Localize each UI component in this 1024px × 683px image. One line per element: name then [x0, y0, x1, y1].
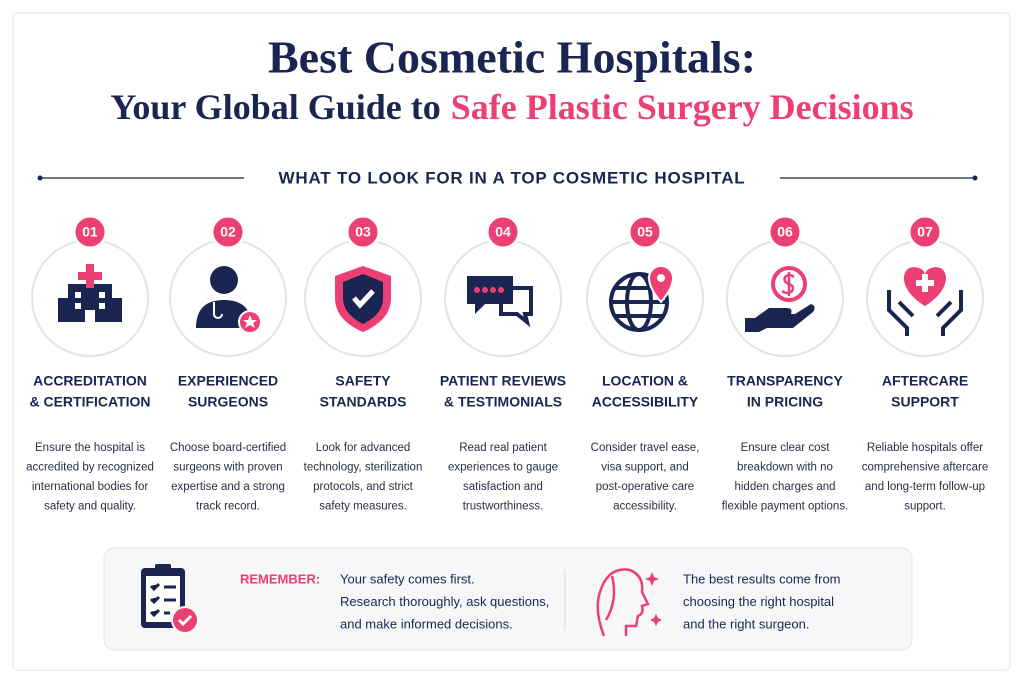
item-description: Ensure clear cost — [741, 442, 831, 454]
item-description: breakdown with no — [737, 462, 833, 474]
item-description: flexible payment options. — [722, 501, 849, 513]
item-description: comprehensive aftercare — [862, 462, 989, 474]
icon-ring — [586, 239, 704, 357]
number-badge — [627, 214, 663, 250]
closing-text: The best results come from — [683, 571, 841, 586]
item-number: 06 — [777, 224, 793, 240]
item-title: & CERTIFICATION — [29, 394, 150, 410]
item-description: accessibility. — [613, 501, 677, 513]
footer-text: Your safety comes first. Research thoroug… — [340, 571, 841, 631]
closing-text: and the right surgeon. — [683, 616, 809, 631]
item-description: and long-term follow-up — [865, 481, 985, 493]
number-badge — [907, 214, 943, 250]
item-description: Reliable hospitals offer — [867, 442, 983, 454]
item-description: technology, sterilization — [304, 462, 423, 474]
item-title: AFTERCARE — [882, 373, 968, 389]
item-number: 03 — [355, 224, 371, 240]
title-highlight: Safe Plastic Surgery Decisions — [451, 87, 914, 127]
item-description: Look for advanced — [316, 442, 411, 454]
number-badge — [345, 214, 381, 250]
item-title: SUPPORT — [891, 394, 959, 410]
item-title: SAFETY — [335, 373, 391, 389]
dot — [37, 175, 43, 181]
item-number: 04 — [495, 224, 511, 240]
item-description: protocols, and strict — [313, 481, 414, 493]
item-description: surgeons with proven — [173, 462, 282, 474]
item-title: IN PRICING — [747, 394, 823, 410]
item-number: 07 — [917, 224, 933, 240]
item-description: Consider travel ease, — [591, 442, 700, 454]
item-description: Ensure the hospital is — [35, 442, 145, 454]
number-badge — [485, 214, 521, 250]
number-badge — [210, 214, 246, 250]
item-description: safety measures. — [319, 501, 407, 513]
remember-text: and make informed decisions. — [340, 616, 513, 631]
item-description: hidden charges and — [734, 481, 835, 493]
remember-text: Research thoroughly, ask questions, — [340, 594, 549, 609]
item-number: 05 — [637, 224, 653, 240]
icon-ring — [169, 239, 287, 357]
item-description: track record. — [196, 501, 260, 513]
item-title: ACCREDITATION — [33, 373, 147, 389]
face-icon — [596, 568, 662, 637]
item-description: Read real patient — [459, 442, 547, 454]
remember-box — [103, 547, 913, 651]
closing-text: choosing the right hospital — [683, 594, 834, 609]
item-title: STANDARDS — [320, 394, 407, 410]
subtitle: WHAT TO LOOK FOR IN A TOP COSMETIC HOSPI… — [279, 168, 746, 187]
item-title: PATIENT REVIEWS — [440, 373, 566, 389]
item-title: SURGEONS — [188, 394, 268, 410]
dot — [972, 175, 978, 181]
item-title: ACCESSIBILITY — [592, 394, 699, 410]
icons — [58, 264, 963, 336]
item-description: satisfaction and — [463, 481, 543, 493]
aftercare-icon — [887, 267, 963, 336]
item-description: support. — [904, 501, 946, 513]
pricing-icon — [745, 266, 815, 332]
item-description: visa support, and — [601, 462, 689, 474]
item-title: EXPERIENCED — [178, 373, 278, 389]
item-title: TRANSPARENCY — [727, 373, 843, 389]
surgeon-icon — [196, 266, 262, 334]
reviews-icon — [467, 276, 533, 328]
item-description: post-operative care — [596, 481, 694, 493]
item-description: expertise and a strong — [171, 481, 285, 493]
item-description: accredited by recognized — [26, 462, 154, 474]
item-number: 02 — [220, 224, 236, 240]
item-description: trustworthiness. — [463, 501, 544, 513]
remember-text: Your safety comes first. — [340, 571, 475, 586]
item-description: Choose board-certified — [170, 442, 286, 454]
hospital-icon — [58, 264, 122, 322]
shield-icon — [335, 266, 391, 332]
item-description: safety and quality. — [44, 501, 136, 513]
title: Best Cosmetic Hospitals: — [268, 32, 756, 83]
item-description: international bodies for — [32, 481, 149, 493]
number-badge — [72, 214, 108, 250]
clipboard-icon — [141, 564, 199, 634]
title-line2: Your Global Guide to Safe Plastic Surgery… — [110, 87, 913, 127]
remember-label: REMEMBER: — [240, 571, 320, 586]
item-title: LOCATION & — [602, 373, 688, 389]
item-number: 01 — [82, 224, 98, 240]
globe-icon — [609, 264, 675, 332]
item-title: & TESTIMONIALS — [444, 394, 562, 410]
number-badge — [767, 214, 803, 250]
item-description: experiences to gauge — [448, 462, 558, 474]
title-plain: Your Global Guide to — [110, 87, 440, 127]
